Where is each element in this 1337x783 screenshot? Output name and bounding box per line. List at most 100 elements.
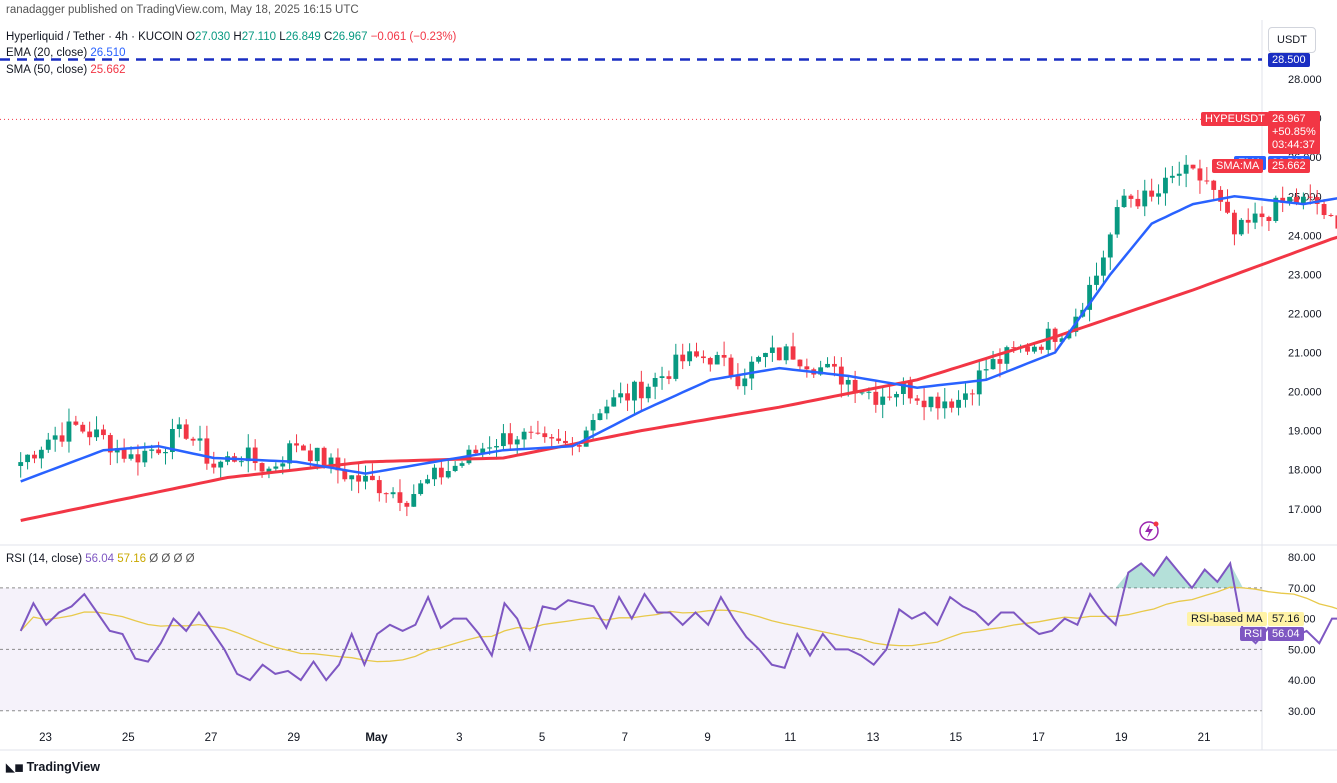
ohlc-open: 27.030 xyxy=(194,31,231,43)
time-tick-label: 17 xyxy=(1032,732,1045,744)
candle-body xyxy=(280,463,286,467)
candle-body xyxy=(1294,196,1299,204)
candle-body xyxy=(1087,284,1093,310)
candle-body xyxy=(252,447,258,464)
candle-body xyxy=(218,461,224,468)
ema-legend[interactable]: EMA (20, close) 26.510 xyxy=(6,47,126,59)
candle-body xyxy=(1025,346,1030,352)
candle-body xyxy=(156,449,162,454)
ema-legend-label: EMA (20, close) xyxy=(6,47,88,59)
candle-body xyxy=(211,463,217,468)
candle-body xyxy=(328,457,334,468)
ohlc-c-label: C xyxy=(324,31,333,43)
candle-body xyxy=(107,435,113,453)
candle-body xyxy=(1032,346,1037,352)
ohlc-h-label: H xyxy=(233,31,242,43)
currency-button[interactable]: USDT xyxy=(1268,27,1316,53)
candle-body xyxy=(528,431,534,433)
price-tick-label: 24.000 xyxy=(1288,230,1322,242)
candle-body xyxy=(494,446,499,448)
candle-body xyxy=(294,443,299,446)
candle-body xyxy=(563,440,568,444)
candle-body xyxy=(597,413,603,421)
ohlc-l-label: L xyxy=(279,31,286,43)
candle-body xyxy=(1218,189,1224,202)
time-tick-label: 25 xyxy=(122,732,135,744)
ohlc-close: 26.967 xyxy=(332,31,368,43)
candle-body xyxy=(1225,201,1230,213)
candle-body xyxy=(907,381,913,399)
candle-body xyxy=(680,354,686,362)
candle-body xyxy=(480,448,486,454)
symbol-title[interactable]: Hyperliquid / Tether · 4h · KUCOIN xyxy=(6,31,183,43)
candle-body xyxy=(349,475,355,480)
rsi-tick-label: 50.00 xyxy=(1288,644,1316,656)
candle-body xyxy=(645,386,651,399)
rsi-tick-label: 70.00 xyxy=(1288,583,1316,595)
tradingview-footer[interactable]: ◣◼ TradingView xyxy=(6,760,100,774)
rsi-axis-value: 56.04 xyxy=(1268,627,1304,641)
rsi-legend[interactable]: RSI (14, close) 56.04 57.16 Ø Ø Ø Ø xyxy=(6,553,195,565)
time-tick-label: 13 xyxy=(867,732,880,744)
candle-body xyxy=(204,438,210,464)
sma-legend[interactable]: SMA (50, close) 25.662 xyxy=(6,64,126,76)
candle-body xyxy=(94,429,99,438)
candle-body xyxy=(956,399,961,408)
candle-body xyxy=(376,480,382,494)
candle-body xyxy=(576,445,582,447)
candle-body xyxy=(197,438,203,441)
candle-body xyxy=(618,393,624,398)
candle-body xyxy=(38,449,44,459)
candle-body xyxy=(87,431,93,438)
candle-body xyxy=(149,449,155,451)
tradingview-logo-icon: ◣◼ xyxy=(6,762,24,774)
candle-body xyxy=(1300,196,1306,204)
candle-body xyxy=(452,465,458,472)
candle-body xyxy=(990,359,996,370)
rsi-legend-value: 56.04 xyxy=(85,553,115,565)
candle-body xyxy=(1163,177,1168,194)
candle-body xyxy=(397,492,403,503)
candle-body xyxy=(514,439,520,445)
candle-body xyxy=(356,475,362,482)
price-tick-label: 22.000 xyxy=(1288,308,1322,320)
time-tick-label: 7 xyxy=(622,732,628,744)
time-tick-label: 11 xyxy=(784,732,796,744)
rsi-legend-label: RSI (14, close) xyxy=(6,553,83,565)
ohlc-low: 26.849 xyxy=(285,31,321,43)
candle-body xyxy=(459,463,465,466)
candle-body xyxy=(404,502,410,507)
candle-body xyxy=(1287,196,1292,203)
candle-body xyxy=(542,433,548,438)
price-tick-label: 21.000 xyxy=(1288,348,1322,360)
candle-body xyxy=(73,421,79,425)
alert-lightning-icon xyxy=(1139,521,1159,541)
last-price-change: +50.85% xyxy=(1272,126,1316,139)
sma-axis-label: SMA:MA xyxy=(1212,159,1264,174)
candle-body xyxy=(1107,234,1113,258)
candle-body xyxy=(169,429,175,453)
candle-body xyxy=(728,357,734,377)
candle-body xyxy=(314,447,320,462)
candle-body xyxy=(266,468,272,472)
candle-body xyxy=(776,347,782,361)
candle-body xyxy=(176,424,182,430)
candle-body xyxy=(342,470,348,480)
candle-body xyxy=(694,351,699,357)
candle-body xyxy=(1142,190,1148,207)
candle-body xyxy=(1156,193,1161,197)
candle-body xyxy=(921,400,927,408)
candle-body xyxy=(845,379,851,385)
candle-body xyxy=(245,447,251,462)
candle-body xyxy=(1183,164,1189,174)
candle-body xyxy=(1204,180,1210,182)
candle-body xyxy=(818,367,824,375)
time-tick-label: 19 xyxy=(1115,732,1128,744)
candle-body xyxy=(763,352,768,358)
candle-body xyxy=(163,452,168,454)
candle-body xyxy=(59,435,65,442)
candle-body xyxy=(673,354,679,379)
candle-body xyxy=(873,391,879,405)
time-tick-label: May xyxy=(365,732,388,744)
